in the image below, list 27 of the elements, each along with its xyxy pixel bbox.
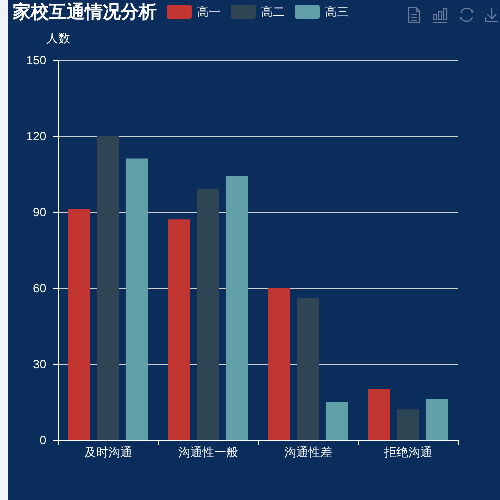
y-tick-label: 0 [40,434,47,448]
bar [426,399,448,440]
bar [396,410,420,440]
bar [368,389,390,440]
y-tick-label: 150 [26,54,47,68]
bar [96,136,120,440]
y-axis-title: 人数 [46,32,70,46]
bar [168,220,190,440]
bar [296,298,320,440]
chart-title: 家校互通情况分析 [12,2,157,22]
bar [126,158,148,440]
y-tick-label: 30 [33,358,47,372]
x-tick-label: 沟通性一般 [178,446,238,460]
legend-label: 高三 [325,5,349,19]
y-tick-label: 90 [33,206,47,220]
bar [226,176,248,440]
bar [326,402,348,440]
x-tick-label: 沟通性差 [284,446,332,460]
x-tick-label: 拒绝沟通 [384,446,432,460]
legend-label: 高二 [261,5,285,19]
legend-label: 高一 [197,5,221,19]
bar [68,209,90,440]
y-tick-label: 60 [33,282,47,296]
y-tick-label: 120 [26,130,47,144]
x-tick-label: 及时沟通 [84,446,132,460]
bar [196,189,220,440]
bar [268,288,290,440]
